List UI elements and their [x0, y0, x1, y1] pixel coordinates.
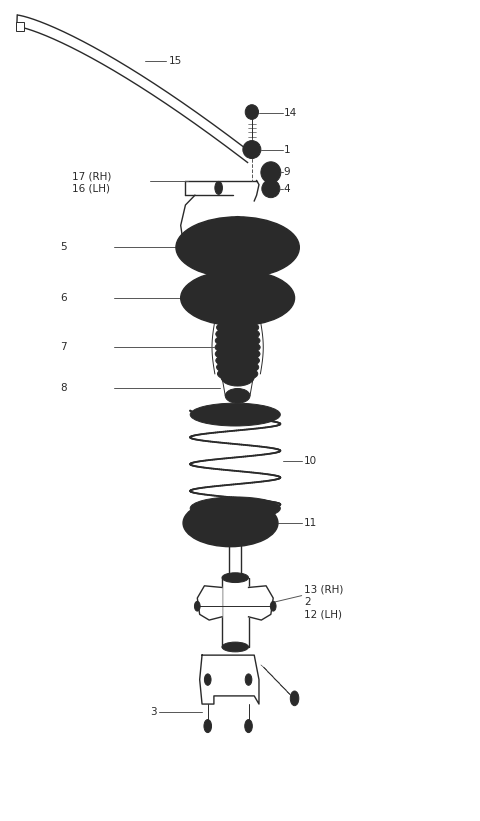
- Ellipse shape: [290, 691, 299, 706]
- Ellipse shape: [215, 340, 260, 355]
- Ellipse shape: [228, 533, 243, 541]
- Text: 9: 9: [284, 167, 290, 177]
- Ellipse shape: [204, 674, 211, 686]
- Ellipse shape: [222, 642, 249, 652]
- Ellipse shape: [245, 674, 252, 686]
- Text: 5: 5: [60, 242, 67, 252]
- Text: 10: 10: [304, 456, 317, 466]
- Ellipse shape: [225, 388, 250, 403]
- Ellipse shape: [215, 181, 222, 195]
- Text: 14: 14: [284, 108, 297, 118]
- Text: 12 (LH): 12 (LH): [304, 609, 342, 619]
- Ellipse shape: [248, 144, 256, 154]
- Polygon shape: [200, 655, 259, 704]
- Text: 1: 1: [284, 144, 290, 154]
- Ellipse shape: [228, 292, 247, 304]
- Polygon shape: [197, 586, 222, 620]
- Text: 16 (LH): 16 (LH): [72, 184, 109, 194]
- Ellipse shape: [176, 217, 300, 278]
- Ellipse shape: [216, 353, 260, 368]
- Ellipse shape: [234, 374, 241, 379]
- Ellipse shape: [189, 250, 200, 262]
- Ellipse shape: [216, 327, 260, 342]
- Ellipse shape: [217, 366, 258, 381]
- Ellipse shape: [270, 601, 276, 611]
- Text: 3: 3: [150, 707, 157, 718]
- Ellipse shape: [245, 105, 259, 119]
- Ellipse shape: [194, 601, 200, 611]
- Text: 8: 8: [60, 383, 67, 392]
- Ellipse shape: [215, 346, 260, 361]
- Ellipse shape: [190, 403, 280, 426]
- Ellipse shape: [231, 246, 244, 256]
- Ellipse shape: [222, 573, 249, 583]
- Ellipse shape: [267, 185, 275, 193]
- Ellipse shape: [225, 242, 251, 260]
- Ellipse shape: [232, 217, 243, 228]
- Ellipse shape: [266, 167, 275, 177]
- Text: 6: 6: [60, 293, 67, 303]
- Text: 2: 2: [304, 597, 311, 607]
- Ellipse shape: [183, 499, 278, 547]
- Ellipse shape: [261, 162, 281, 183]
- Ellipse shape: [204, 719, 212, 732]
- Text: 15: 15: [169, 57, 182, 67]
- Ellipse shape: [217, 314, 258, 328]
- FancyBboxPatch shape: [15, 22, 24, 30]
- Ellipse shape: [216, 360, 259, 374]
- Text: 17 (RH): 17 (RH): [72, 172, 111, 181]
- Text: 13 (RH): 13 (RH): [304, 585, 343, 595]
- Ellipse shape: [190, 497, 280, 520]
- Text: 7: 7: [60, 342, 67, 352]
- Text: 11: 11: [304, 518, 317, 528]
- Ellipse shape: [245, 719, 252, 732]
- Ellipse shape: [216, 320, 259, 335]
- Text: 4: 4: [284, 184, 290, 194]
- Ellipse shape: [215, 333, 260, 348]
- Polygon shape: [249, 586, 273, 620]
- Ellipse shape: [243, 140, 261, 158]
- Ellipse shape: [229, 538, 241, 544]
- Ellipse shape: [221, 368, 254, 386]
- Ellipse shape: [262, 180, 280, 198]
- Ellipse shape: [276, 250, 286, 262]
- Ellipse shape: [180, 270, 295, 326]
